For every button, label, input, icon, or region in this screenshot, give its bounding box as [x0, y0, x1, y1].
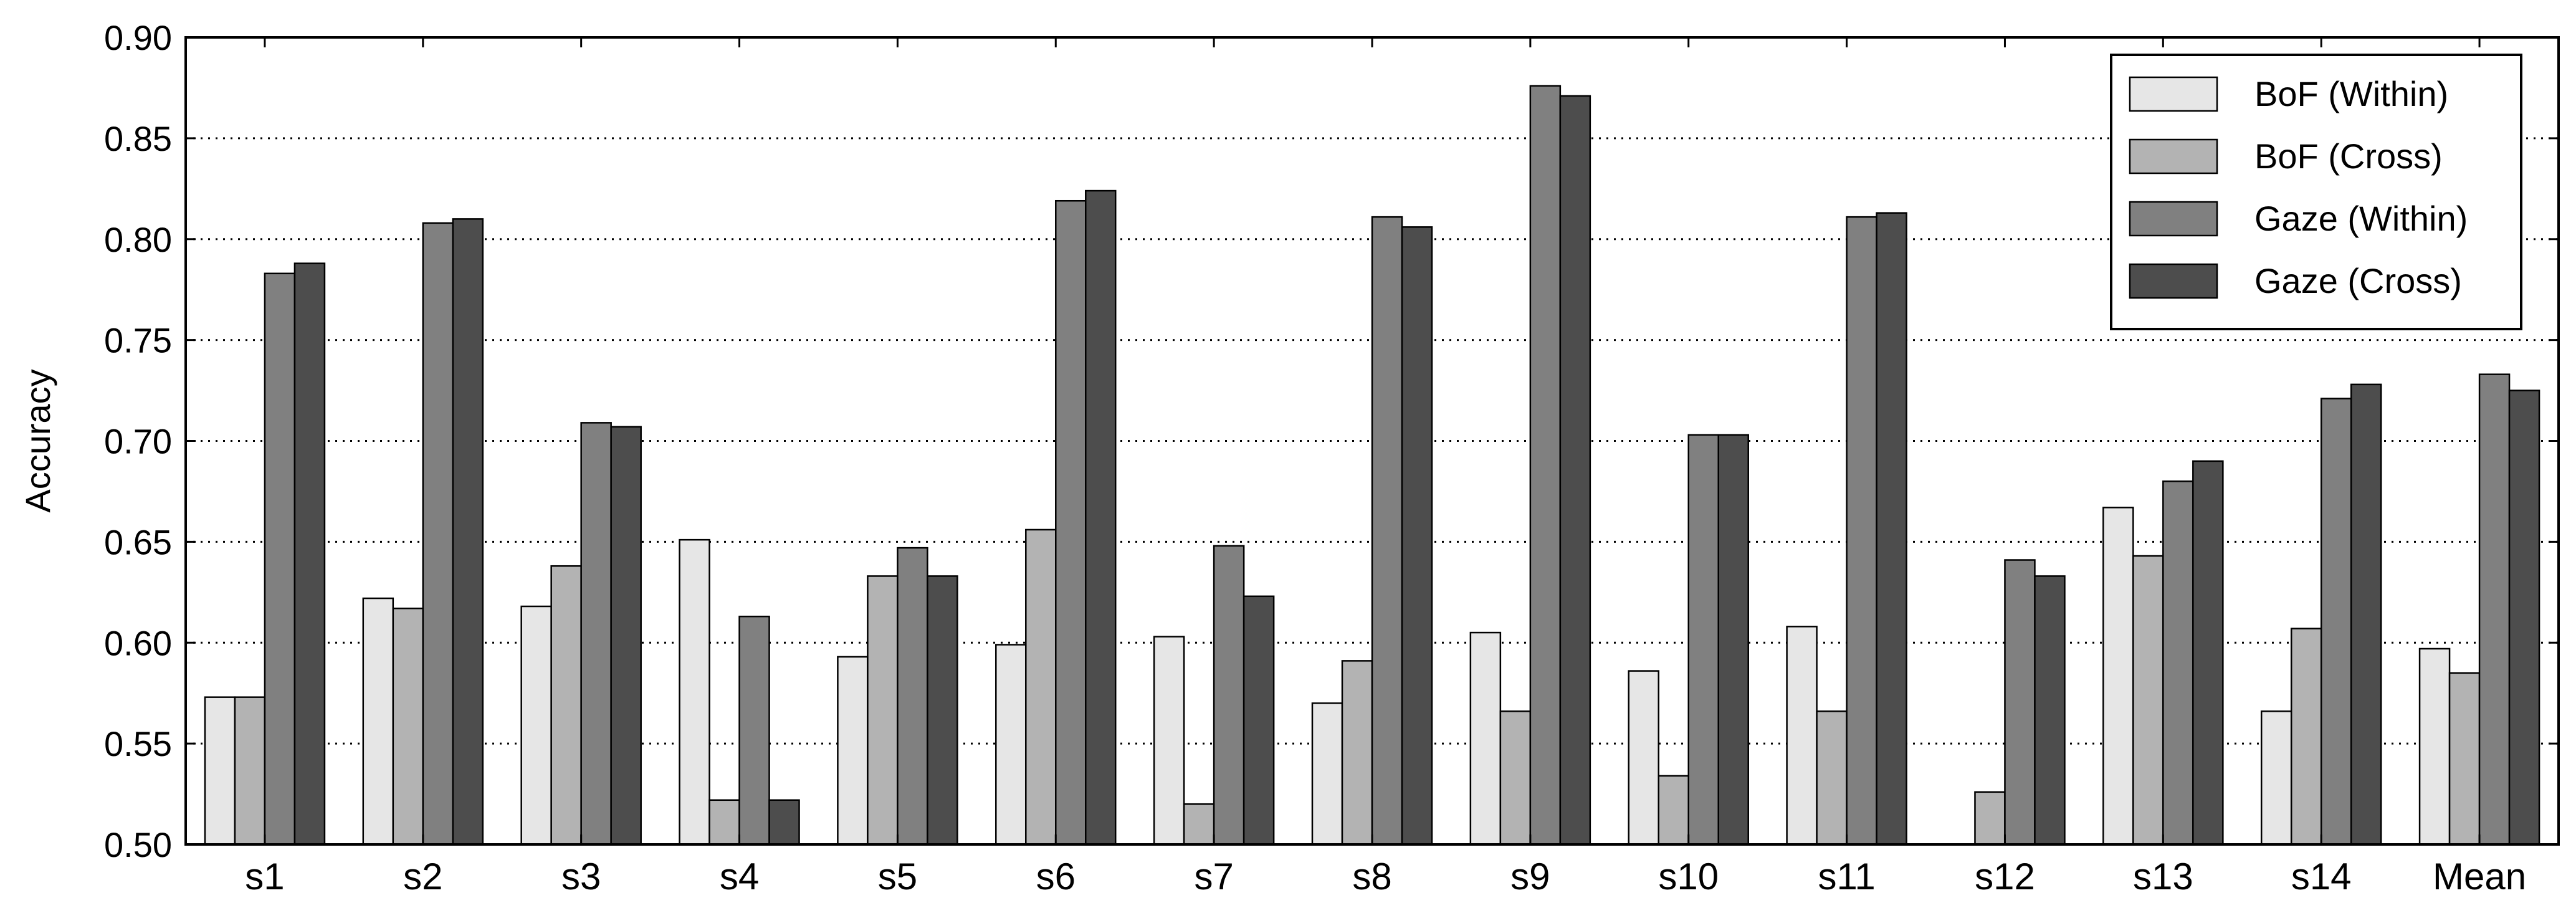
bar-s6-bof-within [995, 644, 1027, 846]
x-tick-label: s11 [1818, 856, 1875, 897]
legend-swatch [2129, 201, 2218, 237]
bar-s14-bof-cross [2290, 628, 2322, 846]
bar-s4-gaze-within [738, 615, 770, 846]
bar-s10-gaze-within [1687, 434, 1719, 846]
bar-s1-bof-within [204, 696, 236, 846]
bar-s3-gaze-cross [610, 426, 642, 846]
bar-s7-bof-cross [1183, 803, 1215, 846]
legend-label: BoF (Within) [2254, 74, 2448, 113]
bar-s1-bof-cross [234, 696, 266, 846]
y-axis-title: Accuracy [18, 369, 57, 512]
bar-s8-bof-cross [1341, 660, 1373, 846]
y-tick-label: 0.65 [104, 522, 172, 562]
bar-s12-gaze-within [2004, 559, 2036, 846]
bar-s8-gaze-cross [1401, 226, 1433, 846]
bar-s5-gaze-within [897, 547, 928, 846]
bar-s7-gaze-cross [1243, 595, 1275, 846]
bar-Mean-bof-cross [2448, 672, 2481, 846]
y-tick-label: 0.85 [104, 119, 172, 158]
bar-s13-gaze-within [2162, 480, 2194, 846]
bar-s6-gaze-within [1055, 199, 1087, 846]
x-tick-label: s9 [1510, 856, 1550, 897]
bar-s9-gaze-cross [1559, 95, 1591, 846]
legend: BoF (Within) BoF (Cross) Gaze (Within) Gaze… [2110, 54, 2522, 330]
x-tick-label: Mean [2433, 856, 2526, 897]
bar-s10-gaze-cross [1717, 434, 1749, 846]
bar-s6-gaze-cross [1085, 189, 1117, 846]
bar-s8-gaze-within [1371, 216, 1403, 846]
legend-swatch [2129, 76, 2218, 112]
bar-s12-bof-cross [1974, 791, 2006, 846]
bar-s1-gaze-cross [293, 262, 326, 846]
legend-swatch [2129, 138, 2218, 174]
legend-label: Gaze (Cross) [2254, 261, 2462, 300]
bar-s9-gaze-within [1529, 85, 1562, 846]
x-tick-label: s10 [1658, 856, 1719, 897]
legend-swatch [2129, 263, 2218, 299]
bar-s2-gaze-within [422, 222, 454, 846]
bar-s14-gaze-within [2320, 398, 2352, 846]
bar-s2-bof-cross [392, 607, 424, 846]
bar-s10-bof-within [1628, 670, 1659, 846]
x-axis-ticks: s1 s2 s3 s4 s5 s6 s7 s8 s9 s10 s11 s12 s13 s14 Mean [245, 37, 2526, 897]
bar-s4-bof-cross [708, 799, 740, 846]
bar-s7-gaze-within [1213, 545, 1245, 846]
bar-s13-gaze-cross [2192, 460, 2224, 846]
x-tick-label: s6 [1036, 856, 1076, 897]
bar-s13-bof-cross [2132, 555, 2164, 846]
bar-Mean-gaze-cross [2508, 390, 2540, 846]
x-tick-label: s8 [1352, 856, 1391, 897]
bar-s4-bof-within [679, 538, 710, 846]
bar-s5-bof-within [837, 656, 869, 846]
x-tick-label: s2 [403, 856, 442, 897]
bar-s3-bof-within [520, 605, 552, 846]
bar-s4-gaze-cross [768, 799, 800, 846]
bar-s3-gaze-within [580, 422, 612, 846]
x-tick-label: s13 [2133, 856, 2193, 897]
y-tick-label: 0.60 [104, 623, 172, 662]
bar-Mean-bof-within [2418, 648, 2451, 846]
bar-s12-gaze-cross [2034, 575, 2066, 846]
bar-Mean-gaze-within [2478, 373, 2511, 846]
x-tick-label: s5 [878, 856, 917, 897]
bar-s2-gaze-cross [452, 218, 484, 846]
bar-s9-bof-within [1469, 631, 1502, 846]
x-tick-label: s1 [245, 856, 284, 897]
bar-s5-gaze-cross [927, 575, 958, 846]
x-tick-label: s14 [2291, 856, 2352, 897]
x-tick-label: s12 [1975, 856, 2035, 897]
bar-s14-gaze-cross [2350, 383, 2382, 846]
y-tick-label: 0.90 [104, 18, 172, 57]
bar-s14-bof-within [2260, 710, 2292, 846]
bar-s6-bof-cross [1025, 528, 1057, 846]
bar-s11-bof-cross [1816, 710, 1848, 846]
bar-s8-bof-within [1311, 702, 1343, 846]
y-axis-ticks: 0.50 0.55 0.60 0.65 0.70 0.75 0.80 0.85 0.90 [104, 18, 2559, 864]
y-tick-label: 0.80 [104, 220, 172, 259]
bar-s5-bof-cross [867, 575, 899, 846]
legend-label: BoF (Cross) [2254, 136, 2443, 176]
bar-s11-gaze-within [1846, 216, 1877, 846]
bar-s3-bof-cross [550, 565, 582, 846]
x-tick-label: s3 [561, 856, 601, 897]
x-tick-label: s7 [1194, 856, 1233, 897]
y-tick-label: 0.55 [104, 724, 172, 763]
y-tick-label: 0.50 [104, 825, 172, 864]
bar-s7-bof-within [1153, 636, 1185, 846]
bar-s9-bof-cross [1499, 710, 1532, 846]
bar-s11-gaze-cross [1876, 212, 1907, 846]
bar-s11-bof-within [1786, 626, 1818, 846]
bar-s1-gaze-within [264, 272, 296, 846]
bar-s2-bof-within [362, 597, 394, 846]
bar-s13-bof-within [2102, 507, 2134, 846]
y-tick-label: 0.70 [104, 422, 172, 461]
x-tick-label: s4 [720, 856, 759, 897]
bars [204, 85, 2540, 846]
bar-s10-bof-cross [1658, 775, 1689, 846]
legend-label: Gaze (Within) [2254, 199, 2468, 238]
y-tick-label: 0.75 [104, 321, 172, 360]
